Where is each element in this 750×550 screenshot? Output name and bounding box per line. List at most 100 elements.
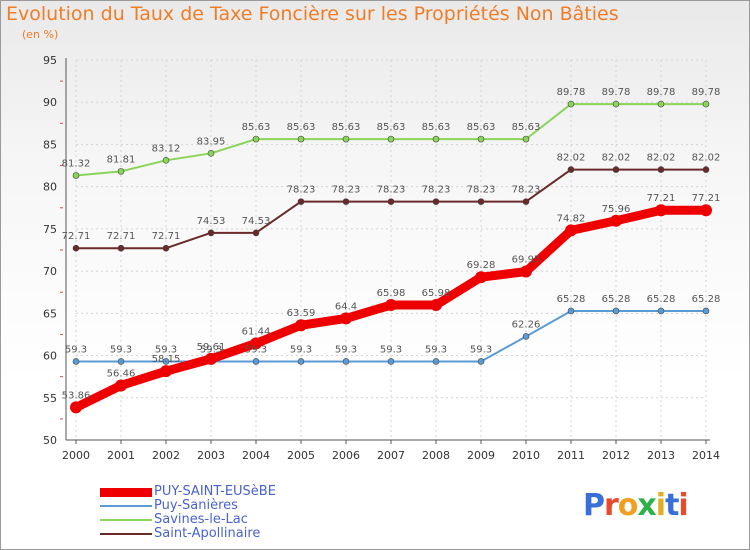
legend-swatch xyxy=(100,505,152,507)
data-point xyxy=(252,358,260,365)
data-label: 53.86 xyxy=(62,390,91,401)
data-point xyxy=(565,224,577,237)
y-tick-label: 80 xyxy=(43,181,57,194)
data-point xyxy=(207,150,215,157)
chart-subtitle: (en %) xyxy=(22,28,59,41)
y-tick-label: 95 xyxy=(43,54,57,67)
data-label: 75.96 xyxy=(602,204,631,215)
legend-item: PUY-SAINT-EUSèBE xyxy=(100,484,360,499)
legend-swatch xyxy=(100,488,152,497)
data-label: 85.63 xyxy=(242,122,271,133)
data-label: 59.3 xyxy=(425,344,447,355)
data-point xyxy=(477,358,485,365)
data-label: 82.02 xyxy=(647,153,676,164)
data-point xyxy=(162,157,170,164)
data-label: 78.23 xyxy=(287,185,316,196)
data-label: 74.53 xyxy=(197,216,226,227)
legend-swatch xyxy=(100,519,152,521)
data-label: 81.81 xyxy=(107,154,136,165)
y-tick-label: 90 xyxy=(43,96,57,109)
data-point xyxy=(612,100,620,108)
legend-label: Savines-le-Lac xyxy=(154,512,248,527)
data-label: 65.98 xyxy=(422,288,451,299)
data-point xyxy=(205,352,217,365)
data-label: 58.15 xyxy=(152,354,181,365)
data-point xyxy=(70,401,82,414)
data-label: 85.63 xyxy=(377,122,406,133)
y-tick-label: 85 xyxy=(43,138,57,151)
data-point xyxy=(72,244,80,252)
data-label: 82.02 xyxy=(557,153,586,164)
data-label: 89.78 xyxy=(692,87,721,98)
data-label: 85.63 xyxy=(467,122,496,133)
data-point xyxy=(162,244,170,252)
data-point xyxy=(387,135,395,143)
data-label: 65.28 xyxy=(557,294,586,305)
data-label: 61.44 xyxy=(242,326,271,337)
data-point xyxy=(610,214,622,227)
data-label: 65.28 xyxy=(647,294,676,305)
data-point xyxy=(432,135,440,143)
legend-label: Saint-Apollinaire xyxy=(154,526,261,541)
data-point xyxy=(522,135,530,143)
data-point xyxy=(522,198,530,205)
x-tick-label: 2011 xyxy=(557,449,585,462)
data-point xyxy=(702,307,710,315)
data-point xyxy=(385,299,397,312)
data-point xyxy=(700,204,712,217)
data-label: 78.23 xyxy=(332,185,361,196)
data-label: 82.02 xyxy=(692,153,721,164)
data-label: 62.26 xyxy=(512,319,541,330)
data-label: 85.63 xyxy=(512,122,541,133)
data-label: 82.02 xyxy=(602,153,631,164)
data-point xyxy=(657,100,665,108)
data-label: 65.28 xyxy=(602,294,631,305)
data-point xyxy=(702,166,710,173)
data-point xyxy=(387,198,395,205)
data-point xyxy=(340,312,352,325)
x-tick-label: 2002 xyxy=(152,449,180,462)
data-label: 59.3 xyxy=(110,344,132,355)
data-point xyxy=(520,265,532,278)
data-point xyxy=(432,198,440,205)
data-label: 59.61 xyxy=(197,342,226,353)
data-point xyxy=(387,358,395,365)
data-label: 78.23 xyxy=(467,185,496,196)
chart-title: Evolution du Taux de Taxe Foncière sur l… xyxy=(6,3,619,25)
x-tick-label: 2013 xyxy=(647,449,675,462)
x-tick-label: 2000 xyxy=(62,449,90,462)
data-label: 65.28 xyxy=(692,294,721,305)
data-label: 81.32 xyxy=(62,159,91,170)
x-tick-label: 2004 xyxy=(242,449,270,462)
data-point xyxy=(252,135,260,143)
data-point xyxy=(567,166,575,173)
y-tick-label: 70 xyxy=(43,265,57,278)
data-label: 78.23 xyxy=(422,185,451,196)
data-label: 59.3 xyxy=(245,344,267,355)
data-label: 59.3 xyxy=(155,344,177,355)
data-label: 56.46 xyxy=(107,368,136,379)
data-label: 72.71 xyxy=(152,231,181,242)
y-tick-label: 75 xyxy=(43,223,57,236)
data-label: 59.3 xyxy=(335,344,357,355)
y-tick-label: 50 xyxy=(43,434,57,447)
data-point xyxy=(432,358,440,365)
data-label: 77.21 xyxy=(647,193,676,204)
data-point xyxy=(115,379,127,392)
chart-legend: PUY-SAINT-EUSèBE Puy-Sanières Savines-le… xyxy=(100,484,360,541)
data-point xyxy=(160,365,172,378)
data-label: 65.98 xyxy=(377,288,406,299)
data-point xyxy=(612,307,620,315)
data-point xyxy=(117,168,125,175)
data-label: 89.78 xyxy=(647,87,676,98)
data-label: 64.4 xyxy=(335,301,357,312)
legend-item: Saint-Apollinaire xyxy=(100,526,360,541)
y-tick-label: 55 xyxy=(43,392,57,405)
data-point xyxy=(207,229,215,237)
data-point xyxy=(297,198,305,205)
data-point xyxy=(475,271,487,284)
data-point xyxy=(655,204,667,217)
legend-label: Puy-Sanières xyxy=(154,498,238,513)
x-tick-label: 2009 xyxy=(467,449,495,462)
